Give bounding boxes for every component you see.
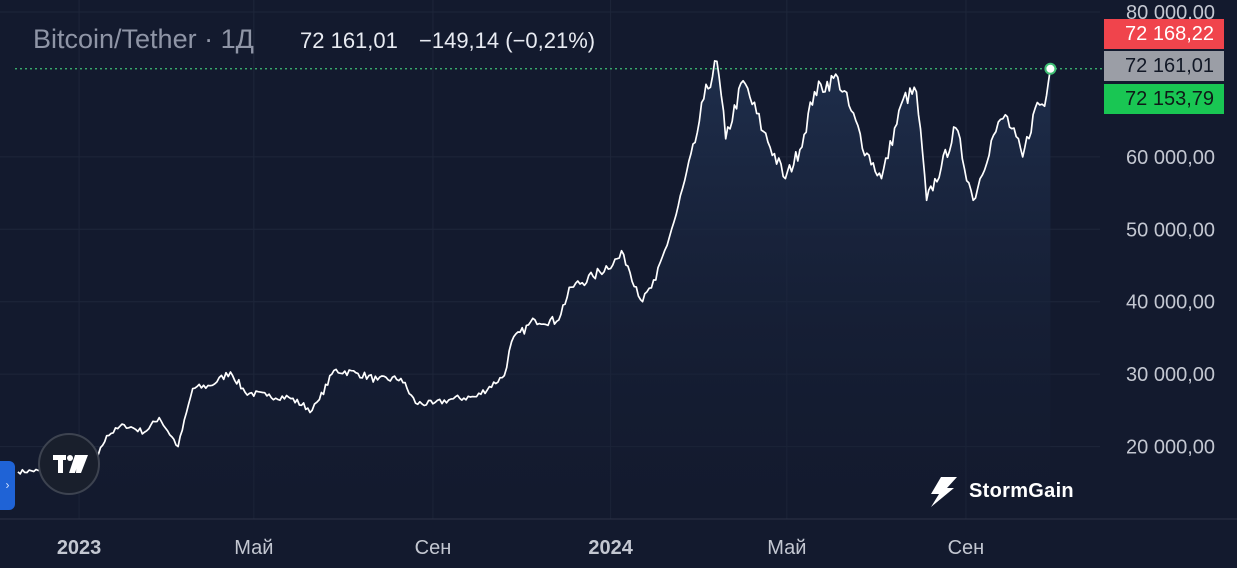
y-tick-label: 50 000,00	[1126, 219, 1215, 241]
last-price-tag: 72 161,01	[1104, 51, 1224, 81]
y-tick-label: 60 000,00	[1126, 147, 1215, 169]
symbol-title[interactable]: Bitcoin/Tether · 1Д	[33, 24, 254, 54]
lightning-bolt-icon	[931, 477, 957, 507]
y-tick-label: 80 000,00	[1126, 2, 1215, 24]
y-tick-label: 40 000,00	[1126, 292, 1215, 314]
x-tick-label: 2024	[588, 537, 633, 559]
x-tick-label: Май	[234, 537, 273, 559]
price-series-line	[17, 60, 1052, 475]
chevron-right-icon[interactable]: ›	[0, 461, 15, 510]
grid-lines	[0, 0, 1100, 519]
x-axis[interactable]: 2023 Май Сен 2024 Май Сен	[57, 537, 984, 559]
x-tick-label: Май	[767, 537, 806, 559]
x-tick-label: Сен	[415, 537, 452, 559]
x-tick-label: Сен	[948, 537, 985, 559]
last-price-marker	[1044, 62, 1057, 75]
y-axis[interactable]: 20 000,00 30 000,00 40 000,00 50 000,00 60 0…	[1126, 2, 1215, 459]
y-tick-label: 30 000,00	[1126, 364, 1215, 386]
brand-name: StormGain	[969, 480, 1074, 502]
header-last-price: 72 161,01	[300, 28, 398, 53]
header-price-change: −149,14 (−0,21%)	[419, 28, 596, 53]
price-area-fill	[17, 60, 1051, 520]
x-tick-label: 2023	[57, 537, 102, 559]
tradingview-logo-icon[interactable]	[38, 433, 100, 495]
ask-price-tag: 72 168,22	[1104, 19, 1224, 49]
y-tick-label: 20 000,00	[1126, 437, 1215, 459]
bid-price-tag: 72 153,79	[1104, 84, 1224, 114]
